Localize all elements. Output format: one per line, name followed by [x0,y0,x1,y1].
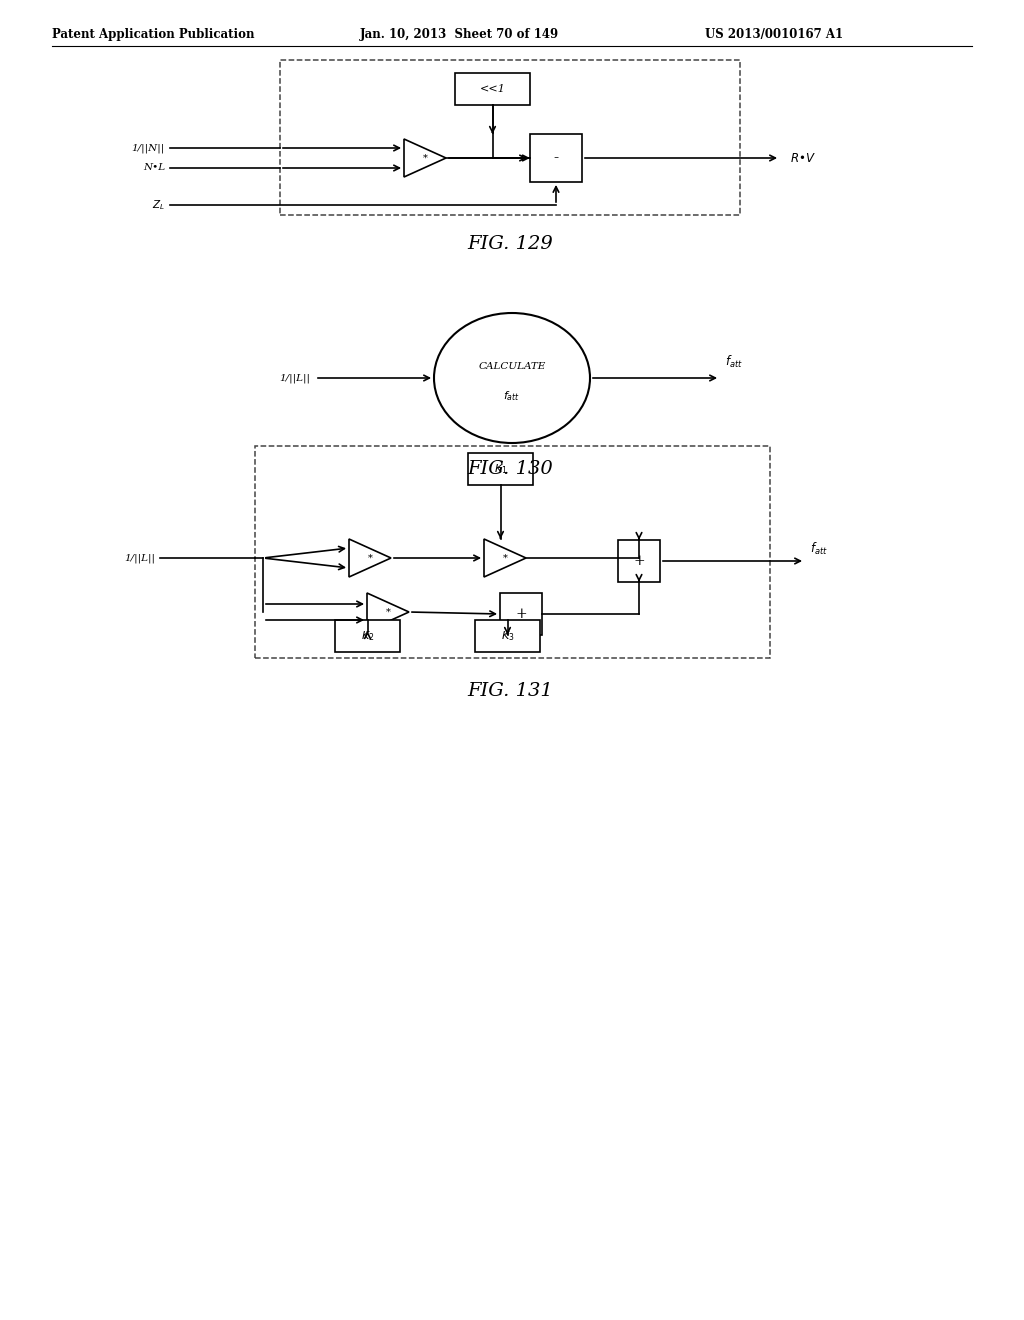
Bar [500,593,542,635]
Polygon shape [484,539,526,577]
Text: N•L: N•L [143,164,165,173]
Polygon shape [367,593,409,631]
Text: FIG. 130: FIG. 130 [467,459,553,478]
Text: 1/||N||: 1/||N|| [132,144,165,153]
Text: $Z_L$: $Z_L$ [152,198,165,213]
Text: -: - [553,150,558,165]
Text: +: + [633,554,645,568]
Bar [280,59,740,215]
Text: *: * [368,553,373,562]
Text: FIG. 129: FIG. 129 [467,235,553,253]
Text: FIG. 131: FIG. 131 [467,682,553,700]
Bar [255,446,770,657]
Text: $R•V$: $R•V$ [790,152,816,165]
Polygon shape [349,539,391,577]
Bar [475,620,540,652]
Text: 1/||L||: 1/||L|| [124,553,155,562]
Text: +: + [515,607,526,620]
Text: US 2013/0010167 A1: US 2013/0010167 A1 [705,28,843,41]
Text: $K_1$: $K_1$ [494,462,507,477]
Text: Jan. 10, 2013  Sheet 70 of 149: Jan. 10, 2013 Sheet 70 of 149 [360,28,559,41]
Text: CALCULATE: CALCULATE [478,362,546,371]
Text: <<1: <<1 [479,84,506,94]
Bar [618,540,660,582]
Bar [335,620,400,652]
Text: Patent Application Publication: Patent Application Publication [52,28,255,41]
Text: *: * [423,153,427,162]
Text: $f_{att}$: $f_{att}$ [725,354,742,370]
Text: 1/||L||: 1/||L|| [279,374,310,383]
Text: $f_{att}$: $f_{att}$ [504,389,520,403]
Polygon shape [404,139,446,177]
Bar [455,73,530,106]
Text: *: * [386,607,390,616]
Bar [468,453,534,484]
Text: $K_3$: $K_3$ [501,630,514,643]
Bar [530,135,582,182]
Text: *: * [503,553,508,562]
Text: $K_2$: $K_2$ [360,630,374,643]
Text: $f_{att}$: $f_{att}$ [810,541,827,557]
